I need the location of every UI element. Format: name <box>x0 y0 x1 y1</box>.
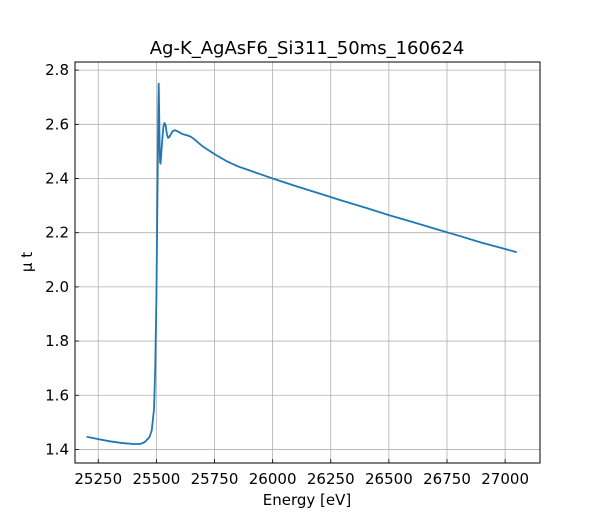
y-tick-label: 1.6 <box>45 386 69 404</box>
y-tick-label: 2.8 <box>45 61 69 79</box>
series-line <box>86 82 517 445</box>
y-tick-label: 2.0 <box>45 278 69 296</box>
y-tick-label: 1.4 <box>45 440 69 458</box>
x-tick-label: 25250 <box>74 470 122 488</box>
x-tick-label: 25750 <box>191 470 239 488</box>
plot-frame <box>74 61 541 464</box>
x-axis-label: Energy [eV] <box>263 491 351 509</box>
x-tick-label: 27000 <box>481 470 529 488</box>
x-tick-label: 26000 <box>249 470 297 488</box>
x-tick-label: 26750 <box>423 470 471 488</box>
x-tick-label: 26250 <box>307 470 355 488</box>
chart-title: Ag-K_AgAsF6_Si311_50ms_160624 <box>150 38 465 59</box>
y-axis-label: μ t <box>18 252 36 272</box>
x-tick-label: 26500 <box>365 470 413 488</box>
y-tick-label: 2.6 <box>45 115 69 133</box>
ticks: 25250 25500 25750 26000 26250 26500 26750 27000… <box>45 61 529 488</box>
y-tick-label: 2.4 <box>45 170 69 188</box>
y-tick-label: 2.2 <box>45 224 69 242</box>
x-tick-label: 25500 <box>133 470 181 488</box>
grid <box>75 62 540 463</box>
series-layer <box>86 82 517 445</box>
y-tick-label: 1.8 <box>45 332 69 350</box>
